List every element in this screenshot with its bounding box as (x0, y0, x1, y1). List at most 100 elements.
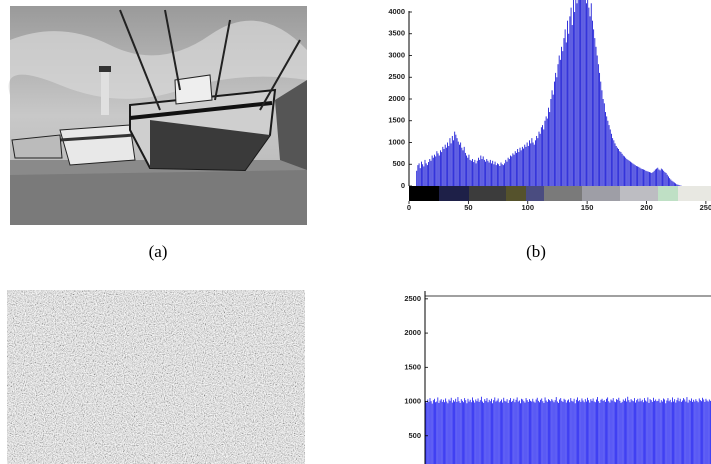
bar (447, 403, 449, 464)
bar (439, 400, 441, 464)
bar (580, 0, 582, 186)
bar (692, 401, 693, 464)
bar (559, 399, 561, 464)
y-tick-label: 500 (392, 159, 405, 168)
y-tick-label: 3000 (388, 50, 405, 59)
bar (599, 402, 601, 464)
bar (515, 152, 517, 186)
bar (445, 147, 447, 186)
bar (618, 397, 620, 464)
bar (602, 400, 604, 464)
y-tick-label: 2000 (404, 328, 421, 337)
histogram-chart: 0 500 1000 1500 2000 2500 3000 3500 4000 0 50 100 15… (388, 0, 711, 212)
bar (529, 140, 530, 186)
encrypted-image (7, 290, 305, 464)
bar (487, 160, 489, 186)
bar (675, 402, 677, 464)
bar (491, 163, 492, 186)
bar (601, 90, 603, 186)
bar (420, 161, 422, 186)
bar (483, 402, 485, 464)
bar (673, 401, 674, 464)
bar (569, 16, 571, 186)
bar (451, 402, 453, 464)
bar (511, 401, 512, 464)
bar (462, 150, 464, 186)
bar (588, 400, 590, 464)
bar (568, 33, 570, 186)
bar (622, 399, 624, 464)
x-tick-label: 250 (700, 203, 711, 212)
y-tick-label: 3500 (388, 29, 405, 38)
bar (436, 401, 438, 464)
x-tick-label: 100 (521, 203, 534, 212)
bar (678, 401, 680, 464)
y-tick-label: 0 (401, 181, 405, 190)
bar (448, 145, 450, 186)
bar (520, 150, 522, 186)
bar (604, 401, 606, 464)
bar (486, 398, 488, 464)
bar (679, 398, 681, 464)
bar (595, 46, 597, 186)
bar (555, 72, 557, 186)
bar (570, 398, 572, 464)
bar (649, 399, 651, 464)
bar (680, 401, 682, 464)
bar (659, 402, 661, 464)
bar (505, 401, 507, 464)
bar (643, 169, 644, 186)
bar (660, 168, 662, 186)
bar (668, 401, 670, 464)
bar (591, 400, 593, 464)
bar (634, 165, 636, 186)
bar (563, 398, 565, 464)
bar (494, 161, 496, 186)
bar (670, 402, 672, 464)
bar (472, 159, 473, 186)
bar (606, 116, 608, 186)
bar (651, 172, 653, 186)
bar (453, 400, 454, 464)
bar (533, 144, 535, 186)
bar (666, 400, 668, 464)
bar (665, 172, 667, 186)
bar (641, 399, 643, 464)
bar (501, 164, 503, 186)
bar (485, 161, 487, 186)
boat-image (8, 6, 308, 225)
bar (653, 397, 654, 464)
bar (467, 398, 469, 464)
bar (554, 400, 556, 464)
bar (647, 397, 649, 464)
bar (671, 180, 673, 186)
bar (435, 402, 437, 464)
bar (623, 400, 625, 464)
bar (443, 149, 445, 186)
bar (677, 397, 679, 464)
bar (593, 401, 595, 464)
bar (694, 401, 696, 464)
bar (597, 397, 598, 464)
bar (527, 401, 529, 464)
bar (438, 155, 440, 186)
bar (702, 397, 704, 464)
bar (582, 400, 584, 464)
bar (488, 162, 490, 186)
bar (684, 399, 686, 464)
bar (693, 399, 695, 464)
bar (628, 400, 630, 464)
bar (503, 397, 505, 464)
bar (633, 164, 635, 186)
bar (586, 3, 587, 186)
bar (663, 170, 665, 186)
bar (555, 397, 557, 464)
bar (594, 38, 596, 186)
bar (675, 183, 677, 186)
bar (672, 181, 674, 186)
bar (583, 0, 585, 186)
bar (474, 402, 476, 464)
bar (510, 398, 511, 464)
bar (624, 156, 625, 186)
bar (646, 401, 648, 464)
